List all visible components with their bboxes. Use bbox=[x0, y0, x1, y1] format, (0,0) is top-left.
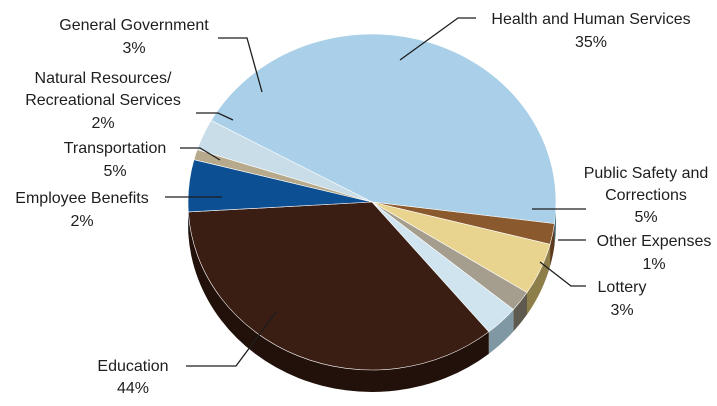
pie-side-employee-benefits bbox=[550, 223, 555, 267]
label-lottery: Lottery bbox=[598, 279, 647, 296]
pie-side-transportation bbox=[527, 244, 551, 315]
leader-line-health-human-services bbox=[399, 17, 476, 61]
pie-slices bbox=[187, 33, 557, 371]
value-employee-benefits: 2% bbox=[70, 213, 93, 230]
value-general-government: 3% bbox=[122, 40, 145, 57]
label-general-government: General Government bbox=[59, 17, 209, 34]
label-health-human-services: Health and Human Services bbox=[491, 11, 690, 28]
leader-line-transportation bbox=[180, 147, 221, 161]
value-public-safety: 5% bbox=[634, 209, 657, 226]
leader-line-natural-resources bbox=[196, 112, 234, 121]
label-transportation: Transportation bbox=[64, 140, 167, 157]
leader-line-general-government bbox=[218, 37, 263, 93]
label-other-expenses: Other Expenses bbox=[597, 233, 712, 250]
leader-line-education bbox=[186, 311, 277, 367]
label-public-safety-line1: Public Safety and bbox=[584, 165, 709, 182]
pie-3d-sides bbox=[188, 202, 556, 393]
leader-lines bbox=[165, 17, 586, 367]
value-education: 44% bbox=[117, 380, 149, 397]
label-natural-resources-line1: Natural Resources/ bbox=[35, 70, 173, 87]
slice-labels: General Government 3% Natural Resources/… bbox=[15, 11, 711, 397]
pie-side-health-and-human-services bbox=[188, 211, 489, 393]
value-lottery: 3% bbox=[610, 302, 633, 319]
value-natural-resources: 2% bbox=[91, 115, 114, 132]
label-public-safety-line2: Corrections bbox=[605, 187, 687, 204]
value-other-expenses: 1% bbox=[642, 256, 665, 273]
label-natural-resources-line2: Recreational Services bbox=[25, 92, 181, 109]
pie-side-natural-resources-recreational-services bbox=[513, 292, 528, 332]
label-employee-benefits: Employee Benefits bbox=[15, 190, 148, 207]
pie-slice-lottery bbox=[196, 120, 373, 203]
value-transportation: 5% bbox=[103, 163, 126, 180]
value-health-human-services: 35% bbox=[575, 34, 607, 51]
pie-side-general-government bbox=[488, 309, 514, 354]
label-education: Education bbox=[97, 358, 168, 375]
leader-line-lottery bbox=[539, 261, 586, 287]
